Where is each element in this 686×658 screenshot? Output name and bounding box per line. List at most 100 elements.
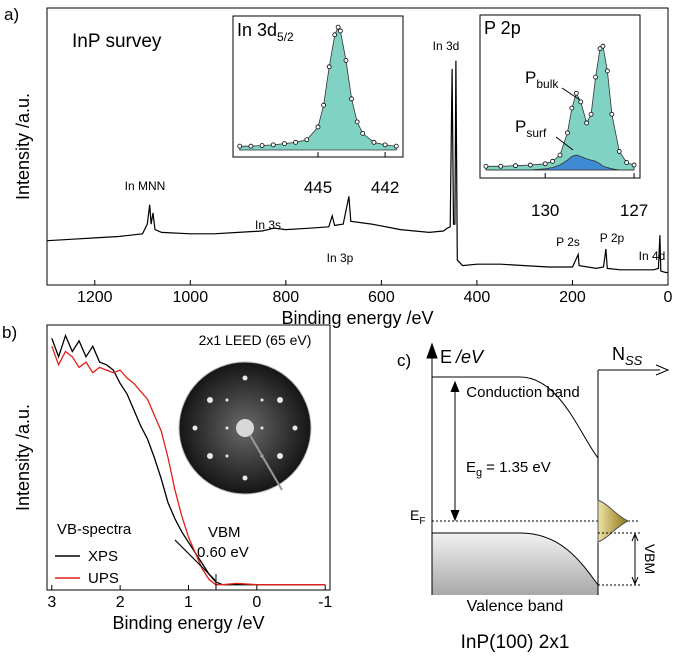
panel-label: b) <box>2 323 17 342</box>
data-point <box>249 144 253 148</box>
data-point <box>322 103 326 107</box>
data-point <box>350 97 354 101</box>
figure: c) E/eV NSS Conduction band Eg= 1.35 eV … <box>0 0 686 658</box>
data-point <box>551 159 555 163</box>
data-point <box>260 144 264 148</box>
data-point <box>238 144 242 148</box>
data-point <box>514 164 518 168</box>
subscript: F <box>419 516 425 527</box>
x-tick-label: 0 <box>252 594 261 611</box>
data-point <box>282 142 286 146</box>
data-point <box>574 91 578 95</box>
x-tick-label: 1000 <box>173 289 209 306</box>
title-subscript: 5/2 <box>277 30 294 44</box>
data-point <box>271 143 275 147</box>
peak-label: In 3d <box>433 39 460 53</box>
symbol: E <box>440 347 452 367</box>
data-point <box>333 33 337 37</box>
data-point <box>336 25 340 29</box>
data-point <box>589 112 593 116</box>
title-main: In 3d <box>237 20 277 40</box>
dos-axis-label: NSS <box>612 344 643 368</box>
data-point <box>558 153 562 157</box>
data-point <box>565 131 569 135</box>
data-point <box>579 100 583 104</box>
data-point <box>499 164 503 168</box>
x-tick-label: 130 <box>531 201 559 220</box>
data-point <box>528 163 532 167</box>
data-point <box>294 140 298 144</box>
data-point <box>355 120 359 124</box>
caption: InP(100) 2x1 <box>461 632 570 653</box>
annotation: 0.60 eV <box>197 544 249 561</box>
data-point <box>327 65 331 69</box>
chart-title: InP survey <box>72 31 162 52</box>
x-tick-label: 200 <box>559 289 586 306</box>
symbol: E <box>410 507 419 523</box>
peak-label: P 2p <box>600 231 625 245</box>
label-main: P <box>515 117 526 136</box>
data-point <box>594 75 598 79</box>
data-point <box>344 58 348 62</box>
data-point <box>543 162 547 166</box>
x-tick-label: 400 <box>464 289 491 306</box>
data-point <box>585 121 589 125</box>
x-tick-label: 445 <box>304 178 332 197</box>
data-point <box>361 131 365 135</box>
x-axis-label: Binding energy /eV <box>112 613 264 633</box>
x-tick-label: 600 <box>368 289 395 306</box>
annotation: VBM <box>208 524 241 541</box>
panel-label: a) <box>4 5 19 24</box>
y-axis-label: Intensity /a.u. <box>13 93 33 200</box>
data-point <box>570 106 574 110</box>
band-gap-label: Eg = 1.35 eV <box>466 459 551 479</box>
value: = 1.35 eV <box>486 459 551 476</box>
data-point <box>484 164 488 168</box>
conduction-band-label: Conduction band <box>466 384 579 401</box>
legend-label: UPS <box>88 570 119 587</box>
x-tick-label: 2 <box>116 594 125 611</box>
unit: /eV <box>454 347 485 367</box>
subscript: SS <box>625 353 643 368</box>
data-point <box>394 144 398 148</box>
vbm-label: VBM <box>642 544 658 574</box>
leed-image <box>179 362 311 494</box>
symbol: N <box>612 344 625 364</box>
data-point <box>610 112 614 116</box>
inset-title: 2x1 LEED (65 eV) <box>199 332 312 348</box>
label-subscript: bulk <box>536 77 559 91</box>
peak-label: In 3p <box>327 251 354 265</box>
inset-title: P 2p <box>484 18 521 38</box>
data-point <box>632 163 636 167</box>
data-point <box>316 125 320 129</box>
x-tick-label: 1 <box>184 594 193 611</box>
data-point <box>338 29 342 33</box>
peak-label: In 4d <box>639 249 666 263</box>
x-tick-label: 1200 <box>77 289 113 306</box>
x-tick-label: 0 <box>664 289 673 306</box>
symbol: E <box>466 459 476 476</box>
x-tick-label: 442 <box>371 178 399 197</box>
panel-label: c) <box>397 351 411 370</box>
data-point <box>601 44 605 48</box>
x-tick-label: -1 <box>318 594 332 611</box>
fermi-level-label: EF <box>410 507 425 527</box>
x-tick-label: 127 <box>620 201 648 220</box>
data-point <box>305 138 309 142</box>
x-tick-label: 800 <box>272 289 299 306</box>
subscript: g <box>476 467 482 479</box>
x-tick-label: 3 <box>47 594 56 611</box>
data-point <box>617 149 621 153</box>
label-main: P <box>525 68 536 87</box>
label-subscript: surf <box>526 126 547 140</box>
peak-label: In 3s <box>255 218 281 232</box>
data-point <box>625 161 629 165</box>
page: {"chart_data": [ {"type": "line", "panel… <box>0 0 686 658</box>
data-point <box>372 140 376 144</box>
data-point <box>605 69 609 73</box>
peak-label: P 2s <box>556 235 580 249</box>
peak-label: In MNN <box>125 179 166 193</box>
energy-axis-label: E/eV <box>440 347 485 367</box>
valence-band-label: Valence band <box>467 598 564 615</box>
y-axis-label: Intensity /a.u. <box>13 404 33 511</box>
